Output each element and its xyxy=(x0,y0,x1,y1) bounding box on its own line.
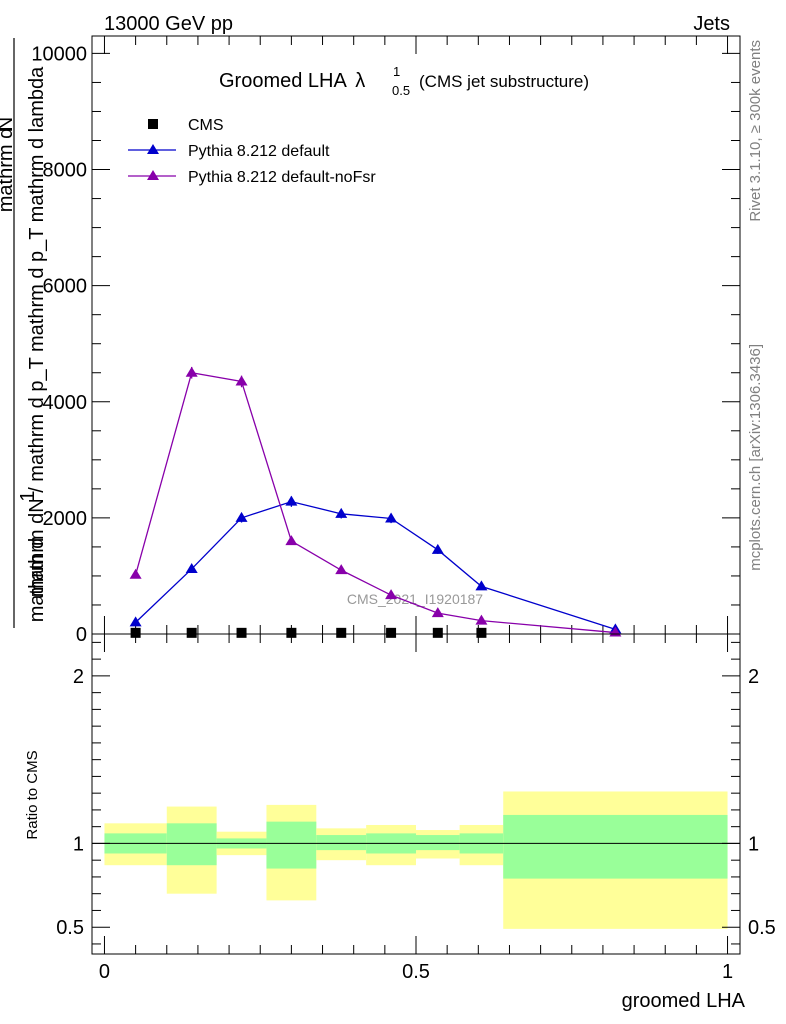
y-label-top-glyph-n: N xyxy=(0,117,17,131)
header-energy-label: 13000 GeV pp xyxy=(104,13,233,35)
ratio-y-axis-label: Ratio to CMS xyxy=(24,750,41,839)
legend-nofsr-marker xyxy=(147,170,159,180)
main-ytick-label: 10000 xyxy=(31,43,87,65)
ratio-ytick-label-right: 0.5 xyxy=(748,917,776,939)
pythia-default-point xyxy=(385,512,398,523)
ratio-band-inner xyxy=(266,821,317,869)
pythia-default-point xyxy=(235,511,248,522)
main-ytick-label: 2000 xyxy=(43,508,88,530)
ratio-ytick-label-left: 2 xyxy=(73,666,84,688)
ratio-ytick-label-left: 1 xyxy=(73,833,84,855)
y-label-top-glyphs: mathrm d xyxy=(0,128,17,212)
cms-point xyxy=(476,627,487,638)
ratio-xtick-label: 0.5 xyxy=(402,961,430,983)
x-axis-label: groomed LHA xyxy=(622,990,746,1012)
main-axis-ticks xyxy=(92,36,740,635)
main-ytick-label: 8000 xyxy=(43,160,88,182)
mcplots-label: mcplots.cern.ch [arXiv:1306.3436] xyxy=(747,344,764,571)
ratio-bands xyxy=(104,791,728,929)
ratio-x-tick-labels: 0 0.5 1 xyxy=(99,961,733,983)
pythia-nofsr-point xyxy=(185,366,198,377)
cms-point xyxy=(186,627,197,638)
ratio-ytick-label-right: 1 xyxy=(748,833,759,855)
cms-point xyxy=(286,627,297,638)
ratio-band-inner xyxy=(416,835,460,851)
ratio-axis-ticks xyxy=(92,634,740,954)
header-jets-label: Jets xyxy=(693,13,730,35)
legend-nofsr-label: Pythia 8.212 default-noFsr xyxy=(188,169,376,186)
cms-point xyxy=(130,627,141,638)
pythia-nofsr-point xyxy=(335,564,348,575)
ratio-xtick-label: 0 xyxy=(99,961,110,983)
plot-title-symbol: λ xyxy=(355,70,365,92)
pythia-nofsr-point xyxy=(235,375,248,386)
pythia-default-point xyxy=(285,495,298,506)
main-ytick-label: 6000 xyxy=(43,276,88,298)
cms-point xyxy=(432,627,443,638)
main-ytick-label: 4000 xyxy=(43,392,88,414)
y-label-bottom-glyphs: mathrm d xyxy=(26,538,48,622)
pythia-nofsr-point xyxy=(385,589,398,600)
ratio-band-inner xyxy=(166,823,217,866)
ratio-xtick-label: 1 xyxy=(722,961,733,983)
legend-cms-label: CMS xyxy=(188,117,224,134)
plot-title-sup: 1 xyxy=(393,64,400,79)
pythia-default-point xyxy=(475,580,488,591)
main-ytick-label: 0 xyxy=(76,624,87,646)
pythia-default-point xyxy=(129,616,142,627)
legend-default-marker xyxy=(147,144,159,154)
main-series xyxy=(129,366,622,638)
ratio-band-inner xyxy=(316,835,367,851)
pythia-nofsr-point xyxy=(129,568,142,579)
pythia-default-point xyxy=(335,507,348,518)
cms-point xyxy=(336,627,347,638)
plot-title-sub: 0.5 xyxy=(392,83,410,98)
legend: CMS Pythia 8.212 default Pythia 8.212 de… xyxy=(128,117,376,186)
rivet-version-label: Rivet 3.1.10, ≥ 300k events xyxy=(747,40,764,222)
ratio-y-tick-labels: 0.5 0.5 1 1 2 2 xyxy=(56,666,776,939)
legend-cms-marker xyxy=(148,119,158,129)
pythia-nofsr-point xyxy=(431,607,444,618)
ratio-ytick-label-right: 2 xyxy=(748,666,759,688)
plot-title-main: Groomed LHA xyxy=(219,70,347,92)
plot-title: Groomed LHA λ xyxy=(219,70,365,92)
pythia-default-point xyxy=(431,543,444,554)
cms-point xyxy=(386,627,397,638)
ratio-ytick-label-left: 0.5 xyxy=(56,917,84,939)
main-y-tick-labels: 0 2000 4000 6000 8000 10000 xyxy=(31,43,87,646)
plot-title-note: (CMS jet substructure) xyxy=(419,72,589,91)
legend-default-label: Pythia 8.212 default xyxy=(188,143,330,160)
main-y-axis-label: 1 mathrm dN / mathrm d p_T mathrm d p_T … xyxy=(0,38,48,628)
cms-point xyxy=(236,627,247,638)
pythia-default-line xyxy=(135,500,616,630)
pythia-nofsr-point xyxy=(475,614,488,625)
y-label-denominator: mathrm dN / mathrm d p_T mathrm d p_T ma… xyxy=(26,66,48,597)
pythia-default-point xyxy=(185,562,198,573)
ratio-band-inner xyxy=(503,814,728,879)
analysis-watermark: CMS_2021_I1920187 xyxy=(347,591,483,607)
pythia-nofsr-point xyxy=(285,535,298,546)
y-label-numerator: 1 xyxy=(17,490,39,501)
